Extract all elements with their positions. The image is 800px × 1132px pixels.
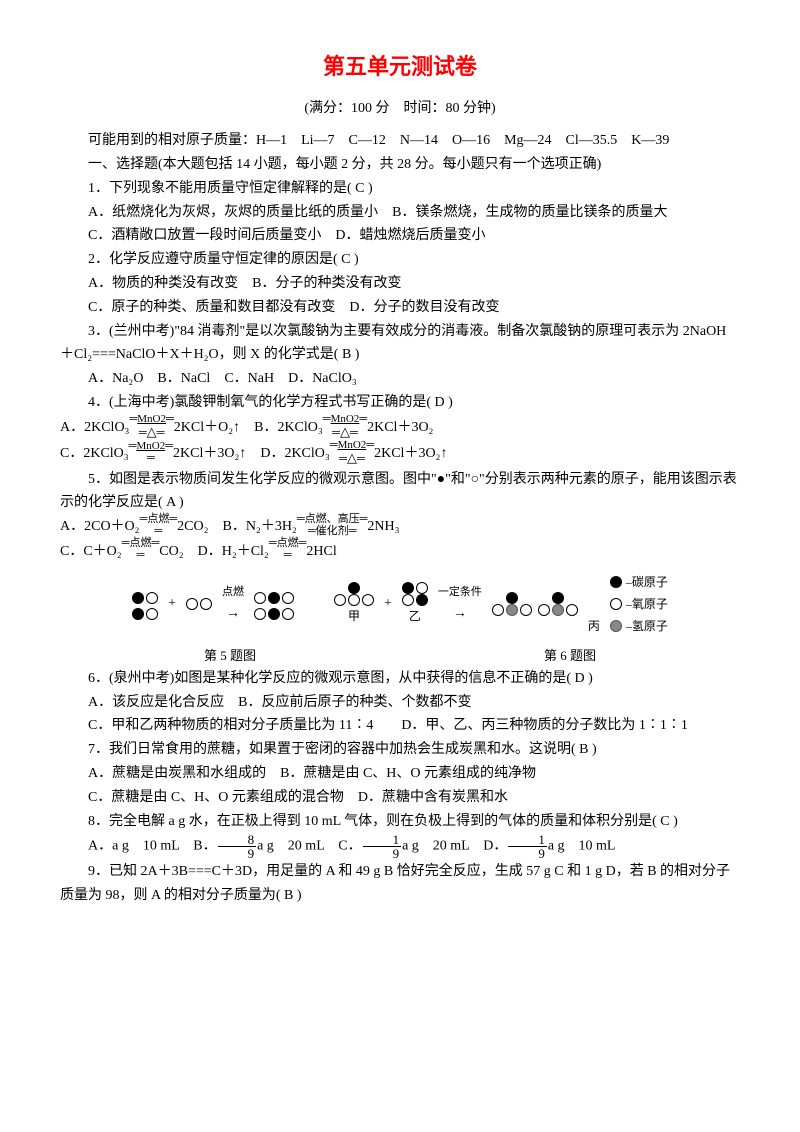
q5-stem-text: 5．如图是表示物质间发生化学反应的微观示意图。图中"●"和"○"分别表示两种元素… [60, 472, 737, 511]
q4-condB: ═MnO2══△═ [323, 413, 367, 439]
q8-optC: a g 20 mL D． [402, 839, 507, 854]
q3-stem-text: 3．(兰州中考)"84 消毒剂"是以次氯酸钠为主要有效成分的消毒液。制备次氯酸钠… [60, 324, 726, 363]
q1-stem: 1．下列现象不能用质量守恒定律解释的是( C ) [60, 177, 740, 201]
q4-condA: ═MnO2══△═ [129, 413, 173, 439]
fig6-bing-label: 丙 [588, 616, 600, 636]
q8-frac-b: 89 [218, 833, 257, 860]
q2-stem-end: ) [351, 252, 359, 267]
fig5-label: 第 5 题图 [204, 645, 256, 667]
q4-optA-post: 2KCl＋O₂↑ B．2KClO₃ [174, 416, 323, 440]
q2-stem: 2．化学反应遵守质量守恒定律的原因是( C ) [60, 248, 740, 272]
fig6-label: 第 6 题图 [544, 645, 596, 667]
q8-frac-d: 19 [508, 833, 547, 860]
q5-optA-post: 2CO₂ B．N₂＋3H₂ [177, 515, 297, 539]
q5-condC: ═点燃══ [122, 537, 160, 561]
q9-answer: B [284, 888, 293, 903]
q6-stem-end: ) [585, 671, 593, 686]
q9-stem: 9．已知 2A＋3B===C＋3D，用足量的 A 和 49 g B 恰好完全反应… [60, 860, 740, 908]
arrow-2: 一定条件 → [438, 583, 482, 625]
q7-opt-cd: C．蔗糖是由 C、H、O 元素组成的混合物 D．蔗糖中含有炭黑和水 [60, 786, 740, 810]
q4-stem: 4．(上海中考)氯酸钾制氧气的化学方程式书写正确的是( D ) [60, 391, 740, 415]
q9-stem-text: 9．已知 2A＋3B===C＋3D，用足量的 A 和 49 g B 恰好完全反应… [60, 864, 730, 903]
q7-stem-end: ) [589, 742, 597, 757]
q5-opts-cd: C．C＋O₂ ═点燃══ CO₂ D．H₂＋Cl₂ ═点燃══ 2HCl [60, 539, 740, 563]
q3-stem-end: ) [351, 347, 359, 362]
q3-stem: 3．(兰州中考)"84 消毒剂"是以次氯酸钠为主要有效成分的消毒液。制备次氯酸钠… [60, 320, 740, 368]
q1-opt-ab: A．纸燃烧化为灰烬，灰烬的质量比纸的质量小 B．镁条燃烧，生成物的质量比镁条的质… [60, 201, 740, 225]
fig5-reactant1 [132, 589, 158, 620]
q6-opt-cd: C．甲和乙两种物质的相对分子质量比为 11∶4 D．甲、乙、丙三种物质的分子数比… [60, 714, 740, 738]
q2-opt-ab: A．物质的种类没有改变 B．分子的种类没有改变 [60, 272, 740, 296]
q8-stem: 8．完全电解 a g 水，在正极上得到 10 mL 气体，则在负极上得到的气体的… [60, 810, 740, 834]
q8-optA: A．a g 10 mL B． [88, 839, 217, 854]
figure-labels: 第 5 题图 第 6 题图 [60, 645, 740, 667]
fig5-reactant2 [186, 598, 212, 610]
q5-optC-pre: C．C＋O₂ [60, 540, 122, 564]
q6-stem: 6．(泉州中考)如图是某种化学反应的微观示意图，从中获得的信息不正确的是( D … [60, 667, 740, 691]
q1-stem-end: ) [365, 181, 373, 196]
q8-frac-c: 19 [363, 833, 402, 860]
atomic-masses: 可能用到的相对原子质量：H—1 Li—7 C—12 N—14 O—16 Mg—2… [60, 129, 740, 153]
q1-opt-cd: C．酒精敞口放置一段时间后质量变小 D．蜡烛燃烧后质量变小 [60, 224, 740, 248]
q4-optB-post: 2KCl＋3O₂ [367, 416, 433, 440]
fig6-jia: 甲 [334, 582, 374, 626]
q4-opts-ab: A．2KClO₃ ═MnO2══△═ 2KCl＋O₂↑ B．2KClO₃ ═Mn… [60, 415, 740, 441]
q4-optD-post: 2KCl＋3O₂↑ [374, 442, 447, 466]
q5-opts-ab: A．2CO＋O₂ ═点燃══ 2CO₂ B．N₂＋3H₂ ═点燃、高压══催化剂… [60, 515, 740, 539]
q4-stem-end: ) [445, 395, 453, 410]
q7-stem: 7．我们日常食用的蔗糖，如果置于密闭的容器中加热会生成炭黑和水。这说明( B ) [60, 738, 740, 762]
q4-answer: D [435, 395, 445, 410]
plus-2: + [384, 592, 392, 616]
q4-optC-post: 2KCl＋3O₂↑ D．2KClO₃ [173, 442, 330, 466]
q1-answer: C [355, 181, 364, 196]
q8-optD: a g 10 mL [548, 839, 616, 854]
q2-opt-cd: C．原子的种类、质量和数目都没有改变 D．分子的数目没有改变 [60, 296, 740, 320]
q8-stem-end: ) [670, 814, 678, 829]
page-subtitle: (满分：100 分 时间：80 分钟) [60, 97, 740, 121]
q8-opts: A．a g 10 mL B．89a g 20 mL C．19a g 20 mL … [60, 833, 740, 860]
q3-opts: A．Na₂O B．NaCl C．NaH D．NaClO₃ [60, 367, 740, 391]
q7-answer: B [579, 742, 588, 757]
atom-legend: –碳原子 –氧原子 –氢原子 [610, 572, 668, 637]
arrow-1: 点燃 → [222, 583, 244, 625]
q5-optB-post: 2NH₃ [367, 515, 399, 539]
fig6-yi: 乙 [402, 582, 428, 626]
q6-stem-text: 6．(泉州中考)如图是某种化学反应的微观示意图，从中获得的信息不正确的是( [88, 671, 574, 686]
q4-condC: ═MnO2══ [129, 440, 173, 464]
q4-condD: ═MnO2══△═ [330, 439, 374, 465]
q5-condA: ═点燃══ [140, 513, 178, 537]
fig6-bing [492, 592, 578, 616]
q5-condB: ═点燃、高压══催化剂═ [297, 513, 368, 537]
plus-1: + [168, 592, 176, 616]
q6-opt-ab: A．该反应是化合反应 B．反应前后原子的种类、个数都不变 [60, 691, 740, 715]
q9-stem-end: ) [293, 888, 301, 903]
q1-stem-text: 1．下列现象不能用质量守恒定律解释的是( [88, 181, 355, 196]
q5-stem-end: ) [176, 495, 184, 510]
q6-answer: D [574, 671, 584, 686]
q5-answer: A [166, 495, 175, 510]
q7-stem-text: 7．我们日常食用的蔗糖，如果置于密闭的容器中加热会生成炭黑和水。这说明( [88, 742, 579, 757]
q5-optD-post: 2HCl [306, 540, 336, 564]
q4-stem-text: 4．(上海中考)氯酸钾制氧气的化学方程式书写正确的是( [88, 395, 435, 410]
q2-stem-text: 2．化学反应遵守质量守恒定律的原因是( [88, 252, 341, 267]
q4-opts-cd: C．2KClO₃ ═MnO2══ 2KCl＋3O₂↑ D．2KClO₃ ═MnO… [60, 441, 740, 467]
q8-stem-text: 8．完全电解 a g 水，在正极上得到 10 mL 气体，则在负极上得到的气体的… [88, 814, 660, 829]
q4-optC-pre: C．2KClO₃ [60, 442, 129, 466]
diagram-row: + 点燃 → 甲 + 乙 一定条件 → 丙 [60, 572, 740, 637]
q8-optB: a g 20 mL C． [257, 839, 361, 854]
q3-answer: B [342, 347, 351, 362]
q8-answer: C [660, 814, 669, 829]
q5-optA-pre: A．2CO＋O₂ [60, 515, 140, 539]
page-title: 第五单元测试卷 [60, 48, 740, 85]
q5-stem: 5．如图是表示物质间发生化学反应的微观示意图。图中"●"和"○"分别表示两种元素… [60, 468, 740, 516]
q5-condD: ═点燃══ [269, 537, 307, 561]
q4-optA-pre: A．2KClO₃ [60, 416, 129, 440]
section-header: 一、选择题(本大题包括 14 小题，每小题 2 分，共 28 分。每小题只有一个… [60, 153, 740, 177]
q2-answer: C [341, 252, 350, 267]
fig5-product [254, 589, 294, 620]
q5-optC-post: CO₂ D．H₂＋Cl₂ [159, 540, 269, 564]
q7-opt-ab: A．蔗糖是由炭黑和水组成的 B．蔗糖是由 C、H、O 元素组成的纯净物 [60, 762, 740, 786]
